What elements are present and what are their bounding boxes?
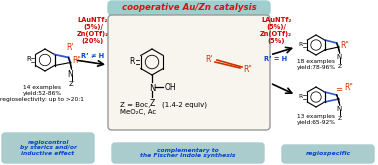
FancyBboxPatch shape: [108, 1, 270, 15]
Text: regiocontrol
by sterics and/or
inductive effect: regiocontrol by sterics and/or inductive…: [20, 140, 76, 156]
Text: Z = Boc,
MeO₂C, Ac: Z = Boc, MeO₂C, Ac: [120, 102, 156, 115]
Text: R’ = H: R’ = H: [264, 56, 288, 62]
FancyBboxPatch shape: [2, 133, 94, 163]
Text: R": R": [345, 83, 353, 93]
Text: OH: OH: [165, 82, 177, 92]
Text: 13 examples
yield:65-92%: 13 examples yield:65-92%: [296, 114, 336, 125]
Text: Z: Z: [69, 81, 74, 87]
Text: N: N: [149, 84, 155, 93]
Text: R': R': [66, 44, 73, 52]
FancyBboxPatch shape: [108, 15, 270, 130]
Text: R: R: [130, 56, 135, 66]
Text: Z: Z: [338, 116, 342, 121]
Text: Z: Z: [149, 99, 155, 108]
Text: R": R": [341, 42, 350, 50]
FancyBboxPatch shape: [112, 143, 264, 163]
Text: R": R": [243, 66, 252, 75]
Text: N: N: [68, 70, 73, 79]
Text: R’ ≠ H: R’ ≠ H: [81, 53, 105, 59]
Text: LAuNTf₂
(5%)/
Zn(OTf)₂
(5%): LAuNTf₂ (5%)/ Zn(OTf)₂ (5%): [260, 17, 292, 44]
Text: cooperative Au/Zn catalysis: cooperative Au/Zn catalysis: [122, 3, 256, 13]
Text: Z: Z: [338, 64, 342, 69]
Text: LAuNTf₂
(5%)/
Zn(OTf)₂
(20%): LAuNTf₂ (5%)/ Zn(OTf)₂ (20%): [77, 17, 109, 44]
Text: 18 examples
yield:78-96%: 18 examples yield:78-96%: [296, 59, 336, 70]
Text: R: R: [299, 42, 303, 47]
Text: N: N: [336, 106, 341, 112]
Text: R': R': [206, 54, 213, 64]
Text: R: R: [26, 56, 31, 62]
Text: complementary to
the Fischer Indole synthesis: complementary to the Fischer Indole synt…: [140, 148, 236, 158]
Text: (1.4-2 equiv): (1.4-2 equiv): [163, 102, 208, 109]
Text: regiospecific: regiospecific: [305, 151, 351, 156]
Text: R: R: [299, 94, 303, 99]
Text: =: =: [335, 85, 342, 95]
FancyBboxPatch shape: [282, 145, 374, 163]
Text: N: N: [336, 54, 341, 60]
Text: 14 examples
yield:52-86%
regioselectivity: up to >20:1: 14 examples yield:52-86% regioselectivit…: [0, 85, 84, 102]
Text: R": R": [73, 56, 81, 65]
